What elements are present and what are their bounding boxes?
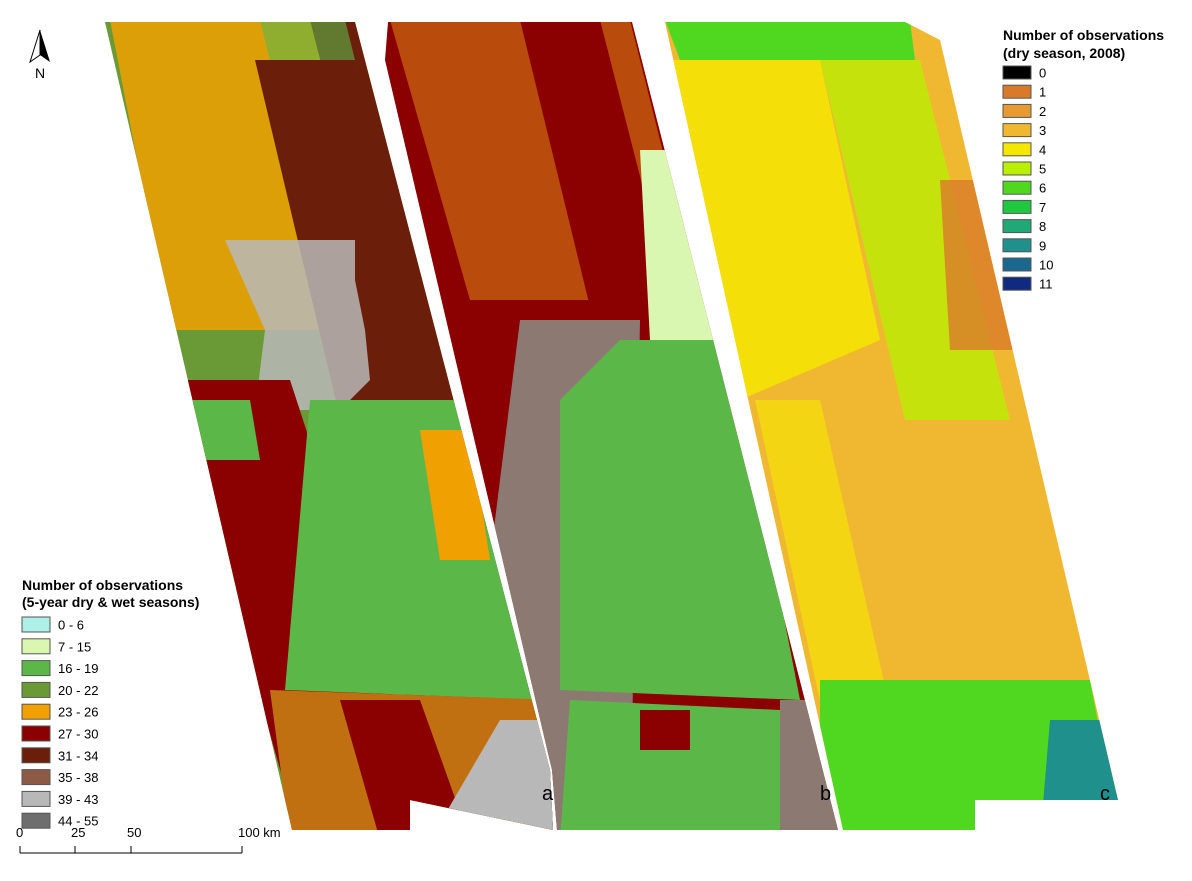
legend-label: 35 - 38 bbox=[58, 770, 98, 785]
legend-label: 9 bbox=[1039, 238, 1046, 253]
legend-label: 31 - 34 bbox=[58, 748, 98, 763]
scale-label: 50 bbox=[127, 825, 141, 840]
legend-swatch bbox=[22, 704, 50, 719]
legend-label: 23 - 26 bbox=[58, 705, 98, 720]
legend-label: 8 bbox=[1039, 219, 1046, 234]
panel-label: a bbox=[542, 783, 554, 805]
scale-label: 25 bbox=[71, 825, 85, 840]
legend-label: 11 bbox=[1039, 277, 1053, 292]
legend-title: Number of observations bbox=[1003, 27, 1164, 43]
panel-label: c bbox=[1100, 783, 1110, 805]
legend-label: 20 - 22 bbox=[58, 683, 98, 698]
legend-swatch bbox=[22, 813, 50, 828]
north-label: N bbox=[35, 65, 45, 81]
legend-swatch bbox=[1003, 277, 1031, 290]
map-area bbox=[665, 20, 915, 60]
legend-swatch bbox=[1003, 181, 1031, 194]
legend-label: 4 bbox=[1039, 142, 1046, 157]
legend-label: 7 - 15 bbox=[58, 639, 91, 654]
legend-label: 39 - 43 bbox=[58, 792, 98, 807]
legend-label: 27 - 30 bbox=[58, 727, 98, 742]
legend-swatch bbox=[1003, 104, 1031, 117]
panel-label: b bbox=[820, 783, 831, 805]
legend-label: 6 bbox=[1039, 181, 1046, 196]
legend-title: (5-year dry & wet seasons) bbox=[22, 594, 199, 610]
legend-swatch bbox=[22, 748, 50, 763]
legend-swatch bbox=[22, 682, 50, 697]
legend-swatch bbox=[22, 661, 50, 676]
legend-swatch bbox=[1003, 85, 1031, 98]
legend-title: (dry season, 2008) bbox=[1003, 45, 1125, 61]
map-figure: N a b c Number of observations (5-year d… bbox=[0, 0, 1192, 881]
legend-label: 16 - 19 bbox=[58, 661, 98, 676]
map-area bbox=[640, 710, 690, 750]
legend-label: 1 bbox=[1039, 85, 1046, 100]
scale-label: 0 bbox=[16, 825, 23, 840]
legend-label: 10 bbox=[1039, 258, 1053, 273]
legend-label: 7 bbox=[1039, 200, 1046, 215]
legend-label: 0 bbox=[1039, 66, 1046, 81]
legend-label: 2 bbox=[1039, 104, 1046, 119]
legend-swatch bbox=[1003, 66, 1031, 79]
legend-swatch bbox=[1003, 239, 1031, 252]
legend-swatch bbox=[22, 617, 50, 632]
legend-swatch bbox=[22, 726, 50, 741]
legend-swatch bbox=[1003, 143, 1031, 156]
legend-swatch bbox=[1003, 162, 1031, 175]
legend-swatch bbox=[22, 639, 50, 654]
legend-title: Number of observations bbox=[22, 577, 183, 593]
legend-swatch bbox=[22, 791, 50, 806]
legend-swatch bbox=[1003, 220, 1031, 233]
legend-swatch bbox=[22, 770, 50, 785]
scale-label: 100 km bbox=[238, 825, 281, 840]
legend-label: 5 bbox=[1039, 162, 1046, 177]
legend-label: 3 bbox=[1039, 123, 1046, 138]
legend-swatch bbox=[1003, 200, 1031, 213]
legend-label: 0 - 6 bbox=[58, 618, 84, 633]
legend-swatch bbox=[1003, 258, 1031, 271]
legend-swatch bbox=[1003, 124, 1031, 137]
